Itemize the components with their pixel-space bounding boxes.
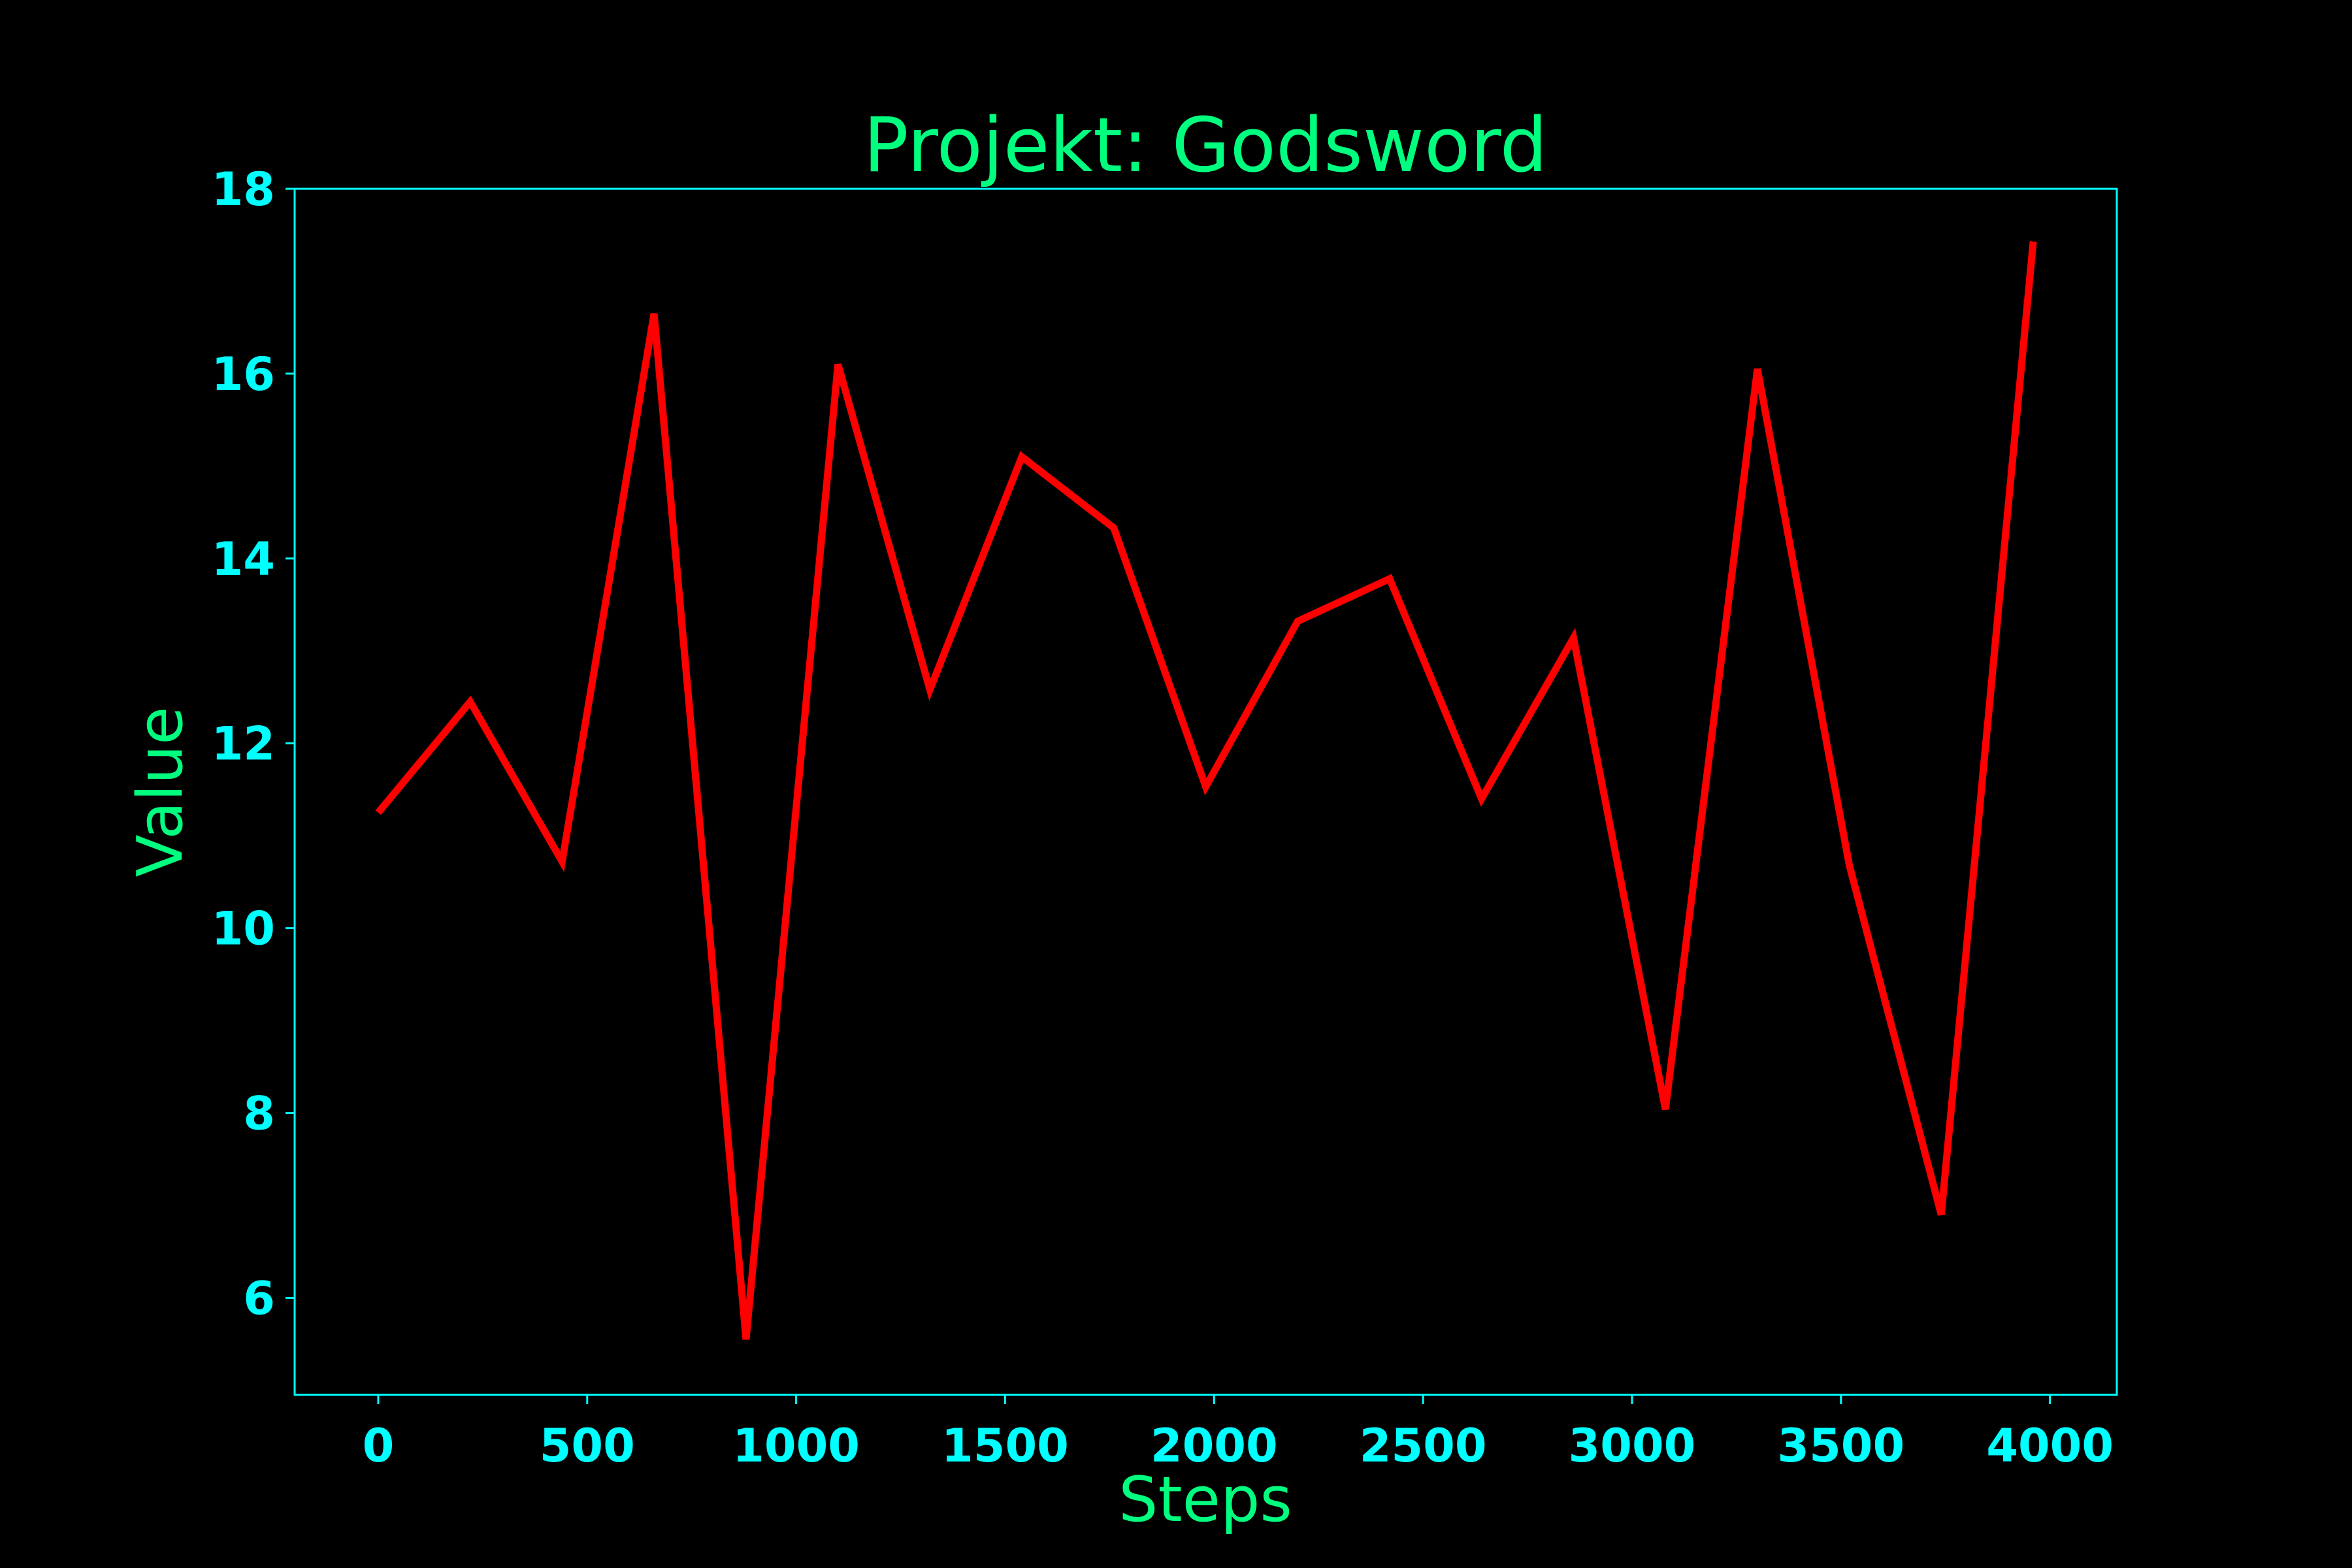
series-line [375, 241, 2037, 1340]
y-tick-label: 12 [212, 717, 275, 771]
x-axis-label: Steps [1119, 1464, 1292, 1536]
x-tick-label: 4000 [1986, 1419, 2114, 1473]
y-tick-label: 10 [212, 902, 275, 956]
y-axis-label: Value [125, 707, 197, 877]
y-tick-label: 6 [243, 1271, 275, 1325]
x-tick-label: 3000 [1569, 1419, 1696, 1473]
y-tick-label: 18 [212, 163, 275, 216]
x-tick-label: 500 [540, 1419, 635, 1473]
plot-frame [293, 188, 2118, 1396]
x-tick-label: 3500 [1777, 1419, 1904, 1473]
x-tick-label: 1500 [941, 1419, 1069, 1473]
x-tick-label: 0 [363, 1419, 395, 1473]
y-tick-label: 16 [212, 348, 275, 401]
chart-title: Projekt: Godsword [863, 102, 1547, 189]
y-tick-label: 8 [243, 1087, 275, 1141]
x-tick-label: 2000 [1151, 1419, 1278, 1473]
y-axis-ticks: 6 8 10 12 14 16 18 [212, 163, 295, 1325]
x-tick-label: 1000 [732, 1419, 860, 1473]
x-axis-ticks: 0 500 1000 1500 2000 2500 3000 3500 4000 [363, 1395, 2114, 1473]
x-tick-label: 2500 [1360, 1419, 1487, 1473]
y-tick-label: 14 [212, 532, 275, 586]
